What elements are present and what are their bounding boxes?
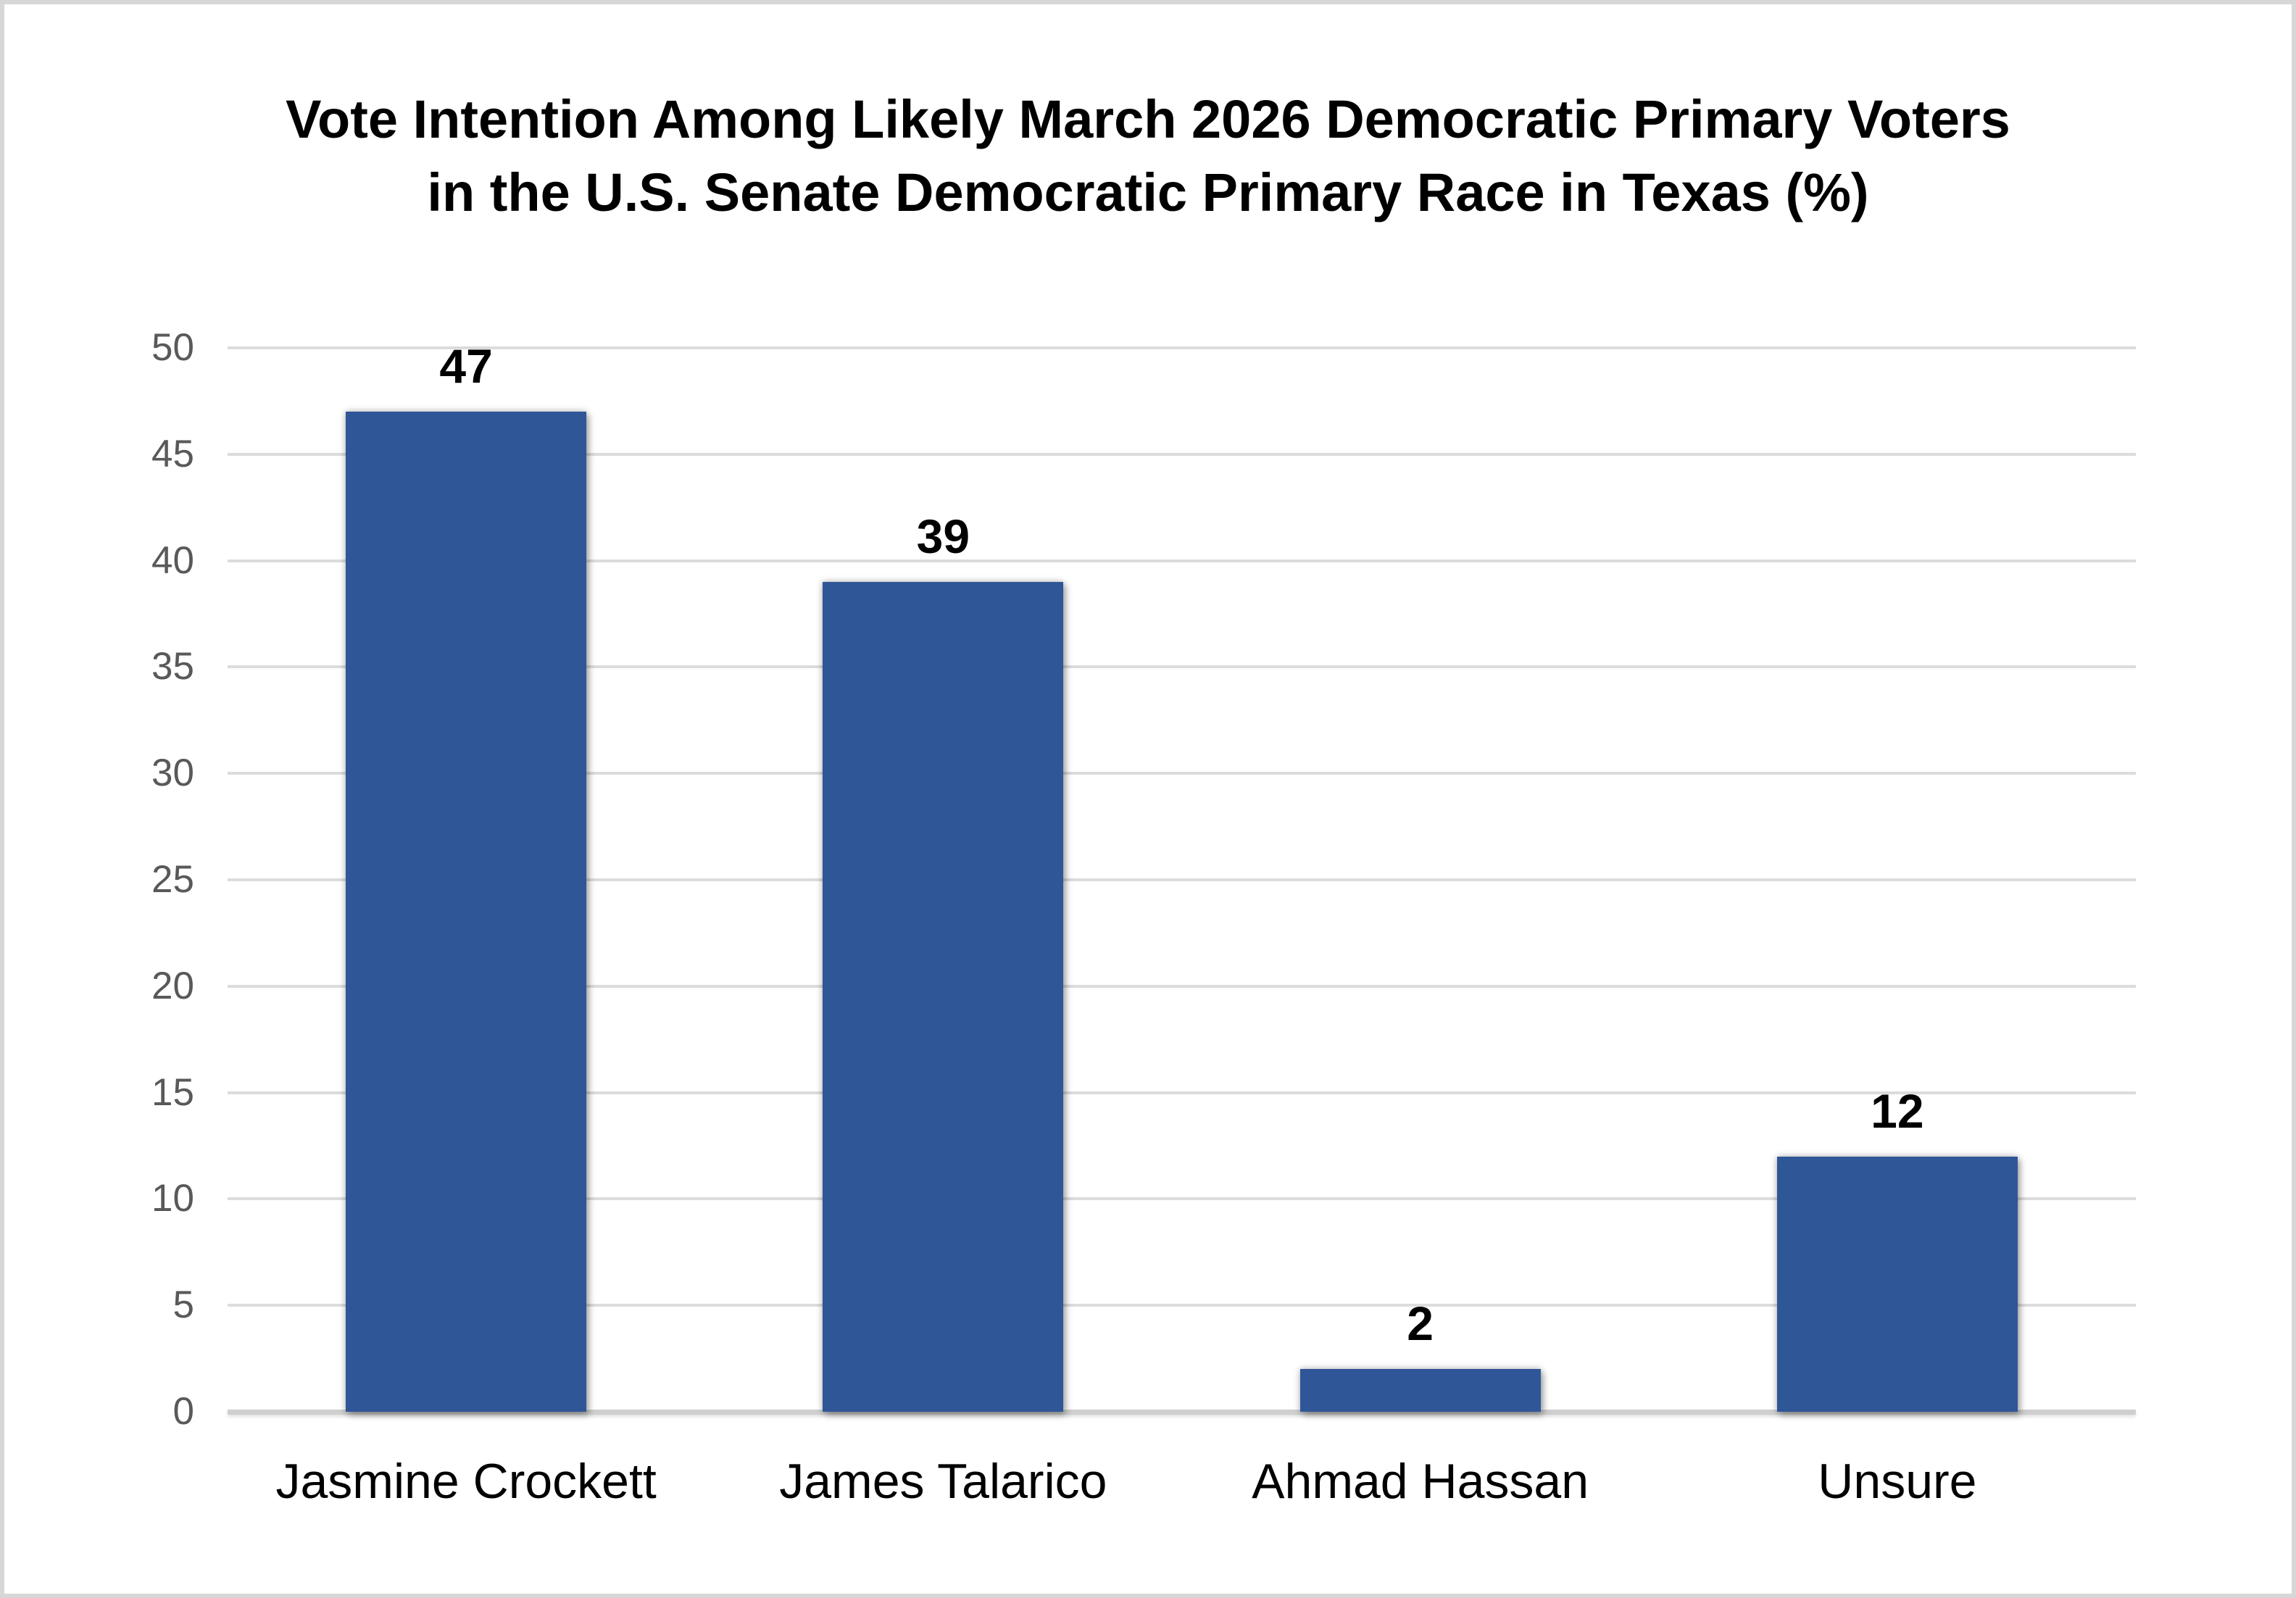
plot-area: 47 39 2 12 <box>228 342 2136 1415</box>
y-tick-label-35: 35 <box>151 645 194 688</box>
y-tick-label-40: 40 <box>151 538 194 582</box>
bar-ahmad-hassan <box>1299 1369 1541 1412</box>
bar-value-label-james-talarico: 39 <box>916 509 970 563</box>
gridline-5 <box>228 1304 2136 1307</box>
y-tick-label-0: 0 <box>172 1390 194 1433</box>
x-category-label-ahmad-hassan: Ahmad Hassan <box>1252 1454 1589 1509</box>
gridline-35 <box>228 665 2136 669</box>
y-tick-label-30: 30 <box>151 752 194 795</box>
y-tick-label-45: 45 <box>151 432 194 475</box>
bar-james-talarico <box>823 581 1064 1412</box>
gridline-50 <box>228 346 2136 349</box>
y-tick-label-25: 25 <box>151 858 194 901</box>
y-tick-label-5: 5 <box>172 1283 194 1327</box>
bar-jasmine-crockett <box>346 412 587 1412</box>
gridline-10 <box>228 1197 2136 1201</box>
bar-value-label-jasmine-crockett: 47 <box>439 339 493 394</box>
y-tick-label-10: 10 <box>151 1177 194 1220</box>
chart-title-line1: Vote Intention Among Likely March 2026 D… <box>286 89 2010 149</box>
gridline-30 <box>228 772 2136 775</box>
gridline-45 <box>228 452 2136 456</box>
gridline-15 <box>228 1091 2136 1094</box>
x-axis-line <box>228 1410 2136 1415</box>
gridline-40 <box>228 559 2136 562</box>
x-category-label-unsure: Unsure <box>1818 1454 1977 1509</box>
y-tick-label-20: 20 <box>151 964 194 1007</box>
gridline-20 <box>228 984 2136 988</box>
chart-title: Vote Intention Among Likely March 2026 D… <box>4 83 2292 229</box>
bar-value-label-ahmad-hassan: 2 <box>1407 1297 1434 1351</box>
bar-unsure <box>1776 1156 2018 1412</box>
y-tick-label-50: 50 <box>151 326 194 369</box>
x-category-label-jasmine-crockett: Jasmine Crockett <box>275 1454 657 1509</box>
x-category-label-james-talarico: James Talarico <box>779 1454 1107 1509</box>
gridline-25 <box>228 878 2136 881</box>
y-tick-label-15: 15 <box>151 1070 194 1114</box>
bar-value-label-unsure: 12 <box>1871 1083 1924 1138</box>
chart-title-line2: in the U.S. Senate Democratic Primary Ra… <box>427 162 1869 222</box>
